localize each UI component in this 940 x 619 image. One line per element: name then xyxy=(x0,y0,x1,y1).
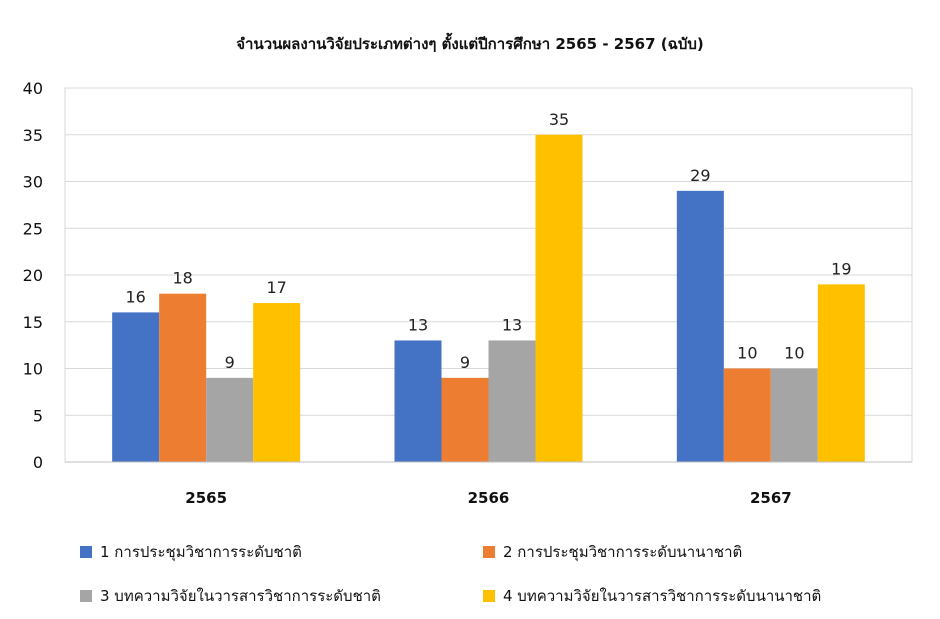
bar-2567-series-1 xyxy=(676,190,724,462)
data-label-2566-series-3: 13 xyxy=(502,315,522,334)
y-tick-label-7: 35 xyxy=(23,126,43,145)
legend-label-3: 3 บทความวิจัยในวารสารวิชาการระดับชาติ xyxy=(100,587,381,605)
x-tick-label-2565: 2565 xyxy=(185,489,227,507)
data-label-2565-series-1: 16 xyxy=(125,287,145,306)
bar-2567-series-2 xyxy=(723,368,771,462)
bar-2567-series-3 xyxy=(770,368,818,462)
data-label-2567-series-3: 10 xyxy=(784,344,804,363)
data-label-2565-series-2: 18 xyxy=(172,269,192,288)
bar-2565-series-2 xyxy=(159,293,207,462)
data-label-2567-series-2: 10 xyxy=(737,344,757,363)
legend-swatch-3 xyxy=(80,590,92,602)
data-label-2567-series-1: 29 xyxy=(690,166,710,185)
data-label-2565-series-4: 17 xyxy=(266,278,286,297)
bar-2565-series-4 xyxy=(253,303,301,462)
y-tick-label-2: 10 xyxy=(23,360,43,379)
x-tick-label-2566: 2566 xyxy=(468,489,510,507)
legend-swatch-1 xyxy=(80,546,92,558)
data-label-2566-series-4: 35 xyxy=(549,110,569,129)
chart-title: จำนวนผลงานวิจัยประเภทต่างๆ ตั้งแต่ปีการศ… xyxy=(236,35,704,53)
bar-2566-series-3 xyxy=(488,340,536,462)
legend-swatch-4 xyxy=(483,590,495,602)
y-tick-label-4: 20 xyxy=(23,266,43,285)
legend-item-3: 3 บทความวิจัยในวารสารวิชาการระดับชาติ xyxy=(80,584,381,608)
bar-2566-series-2 xyxy=(441,377,489,462)
data-label-2566-series-1: 13 xyxy=(408,315,428,334)
legend-label-2: 2 การประชุมวิชาการระดับนานาชาติ xyxy=(503,543,743,561)
data-label-2565-series-3: 9 xyxy=(225,353,235,372)
y-tick-label-0: 0 xyxy=(33,453,43,472)
bar-2565-series-1 xyxy=(112,312,160,462)
bar-2567-series-4 xyxy=(817,284,865,462)
y-tick-label-6: 30 xyxy=(23,173,43,192)
legend-label-4: 4 บทความวิจัยในวารสารวิชาการระดับนานาชาต… xyxy=(503,587,822,605)
legend-item-4: 4 บทความวิจัยในวารสารวิชาการระดับนานาชาต… xyxy=(483,584,821,608)
legend-swatch-2 xyxy=(483,546,495,558)
legend-item-2: 2 การประชุมวิชาการระดับนานาชาติ xyxy=(483,540,742,564)
x-tick-label-2567: 2567 xyxy=(750,489,792,507)
data-label-2566-series-2: 9 xyxy=(460,353,470,372)
bar-2566-series-4 xyxy=(535,134,583,462)
legend-item-1: 1 การประชุมวิชาการระดับชาติ xyxy=(80,540,302,564)
y-tick-label-5: 25 xyxy=(23,219,43,238)
data-label-2567-series-4: 19 xyxy=(831,259,851,278)
y-tick-label-3: 15 xyxy=(23,313,43,332)
bar-2565-series-3 xyxy=(206,377,254,462)
bar-2566-series-1 xyxy=(394,340,442,462)
y-tick-label-8: 40 xyxy=(23,79,43,98)
y-tick-label-1: 5 xyxy=(33,406,43,425)
legend-label-1: 1 การประชุมวิชาการระดับชาติ xyxy=(100,543,302,561)
